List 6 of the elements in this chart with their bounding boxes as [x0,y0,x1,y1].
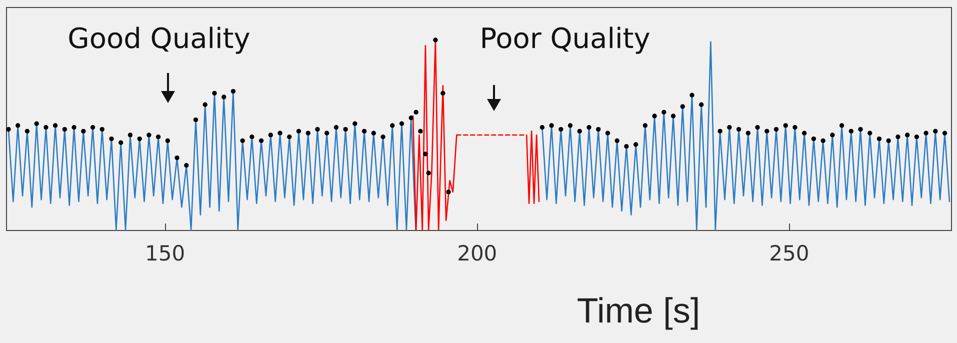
x-tick-label: 150 [144,242,186,266]
x-axis-title: Time [s] [576,292,700,330]
annotation: Good Quality [68,22,250,55]
x-tick-label: 250 [769,242,810,266]
annotation: Poor Quality [480,22,650,55]
x-tick-label: 200 [457,242,498,266]
